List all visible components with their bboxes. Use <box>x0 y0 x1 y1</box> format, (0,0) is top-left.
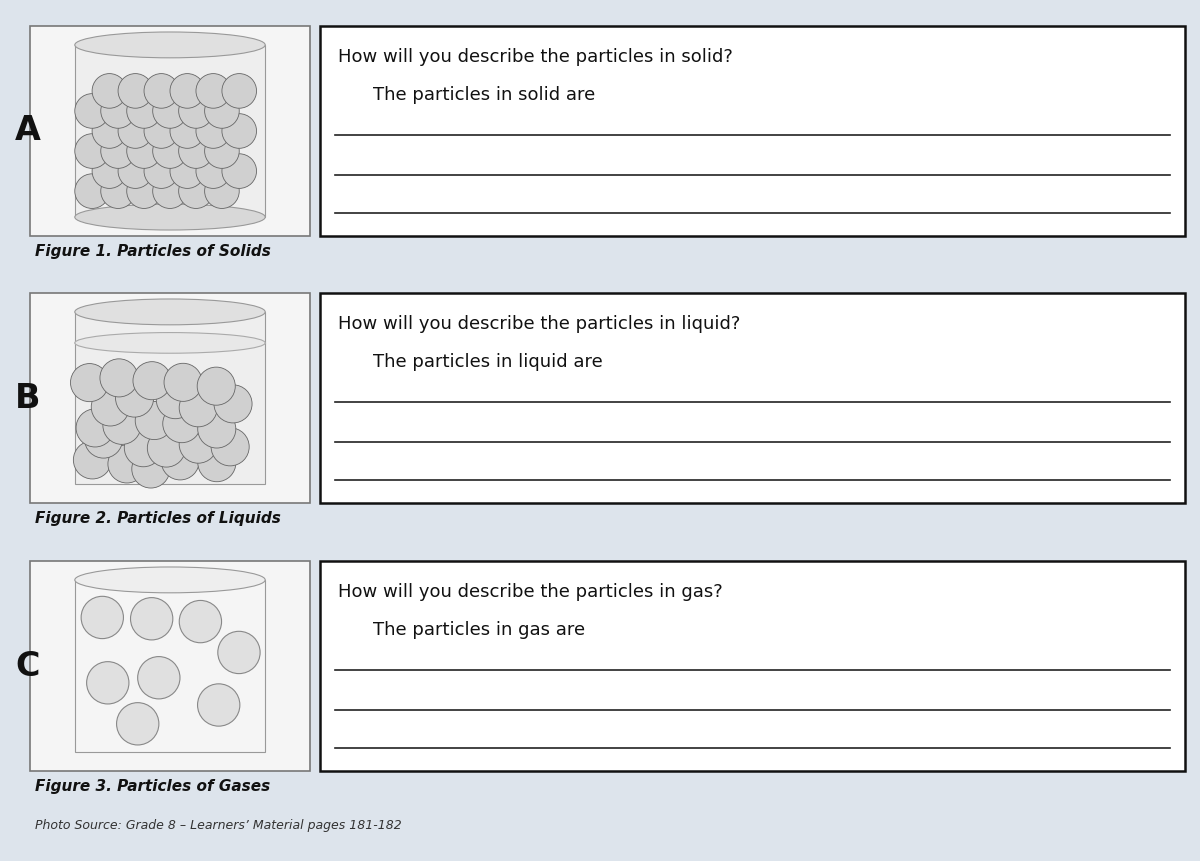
FancyBboxPatch shape <box>320 561 1184 771</box>
Circle shape <box>100 359 138 397</box>
Circle shape <box>86 661 128 704</box>
Circle shape <box>92 73 127 108</box>
Circle shape <box>103 406 140 444</box>
Circle shape <box>205 174 239 208</box>
Circle shape <box>138 657 180 699</box>
Circle shape <box>196 73 230 108</box>
Circle shape <box>152 174 187 208</box>
Circle shape <box>222 73 257 108</box>
Circle shape <box>118 114 152 148</box>
FancyBboxPatch shape <box>320 293 1184 503</box>
Circle shape <box>197 367 235 406</box>
Circle shape <box>152 133 187 169</box>
Text: A: A <box>14 115 41 147</box>
Circle shape <box>118 73 152 108</box>
FancyBboxPatch shape <box>320 26 1184 236</box>
Circle shape <box>127 94 161 128</box>
Ellipse shape <box>74 567 265 593</box>
Circle shape <box>152 94 187 128</box>
Circle shape <box>91 388 130 426</box>
Text: Figure 3. Particles of Gases: Figure 3. Particles of Gases <box>35 779 270 794</box>
Circle shape <box>118 154 152 189</box>
Circle shape <box>74 94 109 128</box>
Circle shape <box>127 174 161 208</box>
Circle shape <box>218 631 260 673</box>
Text: C: C <box>14 649 40 683</box>
Circle shape <box>179 133 214 169</box>
Circle shape <box>84 420 122 458</box>
Bar <box>74 45 265 217</box>
Circle shape <box>161 442 199 480</box>
Ellipse shape <box>74 332 265 353</box>
Text: B: B <box>14 381 41 414</box>
Text: Photo Source: Grade 8 – Learners’ Material pages 181-182: Photo Source: Grade 8 – Learners’ Materi… <box>35 819 402 832</box>
Circle shape <box>127 133 161 169</box>
Circle shape <box>163 405 200 443</box>
Text: The particles in solid are: The particles in solid are <box>373 86 595 104</box>
Circle shape <box>179 425 217 463</box>
Circle shape <box>222 154 257 189</box>
Text: The particles in gas are: The particles in gas are <box>373 621 586 639</box>
Circle shape <box>198 443 236 481</box>
Circle shape <box>196 154 230 189</box>
Circle shape <box>71 363 108 401</box>
Circle shape <box>179 600 222 643</box>
Bar <box>74 312 265 484</box>
Circle shape <box>198 684 240 726</box>
Circle shape <box>74 174 109 208</box>
FancyBboxPatch shape <box>30 26 310 236</box>
Text: How will you describe the particles in solid?: How will you describe the particles in s… <box>338 48 733 66</box>
Circle shape <box>198 410 235 448</box>
Circle shape <box>179 94 214 128</box>
Bar <box>74 580 265 753</box>
Ellipse shape <box>74 32 265 58</box>
Circle shape <box>214 385 252 423</box>
Text: The particles in liquid are: The particles in liquid are <box>373 353 602 371</box>
Circle shape <box>196 114 230 148</box>
Circle shape <box>116 703 158 745</box>
Circle shape <box>125 429 162 467</box>
Circle shape <box>115 379 154 417</box>
Circle shape <box>170 154 205 189</box>
Circle shape <box>133 362 172 400</box>
Text: Figure 1. Particles of Solids: Figure 1. Particles of Solids <box>35 244 271 259</box>
Circle shape <box>156 381 194 418</box>
Circle shape <box>205 94 239 128</box>
Circle shape <box>101 174 136 208</box>
Circle shape <box>131 598 173 640</box>
Circle shape <box>164 363 202 401</box>
Circle shape <box>170 73 205 108</box>
Circle shape <box>108 445 146 483</box>
Ellipse shape <box>74 299 265 325</box>
FancyBboxPatch shape <box>30 293 310 503</box>
FancyBboxPatch shape <box>30 561 310 771</box>
Text: How will you describe the particles in gas?: How will you describe the particles in g… <box>338 583 722 601</box>
Circle shape <box>205 133 239 169</box>
Circle shape <box>82 597 124 639</box>
Circle shape <box>170 114 205 148</box>
Text: Figure 2. Particles of Liquids: Figure 2. Particles of Liquids <box>35 511 281 526</box>
Text: How will you describe the particles in liquid?: How will you describe the particles in l… <box>338 315 740 333</box>
Circle shape <box>101 133 136 169</box>
Circle shape <box>144 114 179 148</box>
Circle shape <box>222 114 257 148</box>
Circle shape <box>73 441 112 479</box>
Circle shape <box>144 154 179 189</box>
Circle shape <box>144 73 179 108</box>
Circle shape <box>179 389 217 427</box>
Circle shape <box>92 114 127 148</box>
Circle shape <box>179 174 214 208</box>
Circle shape <box>76 409 114 447</box>
Ellipse shape <box>74 204 265 230</box>
Circle shape <box>148 429 186 467</box>
Circle shape <box>74 133 109 169</box>
Circle shape <box>136 401 173 440</box>
Circle shape <box>211 428 250 466</box>
Circle shape <box>101 94 136 128</box>
Circle shape <box>132 450 170 488</box>
Circle shape <box>92 154 127 189</box>
